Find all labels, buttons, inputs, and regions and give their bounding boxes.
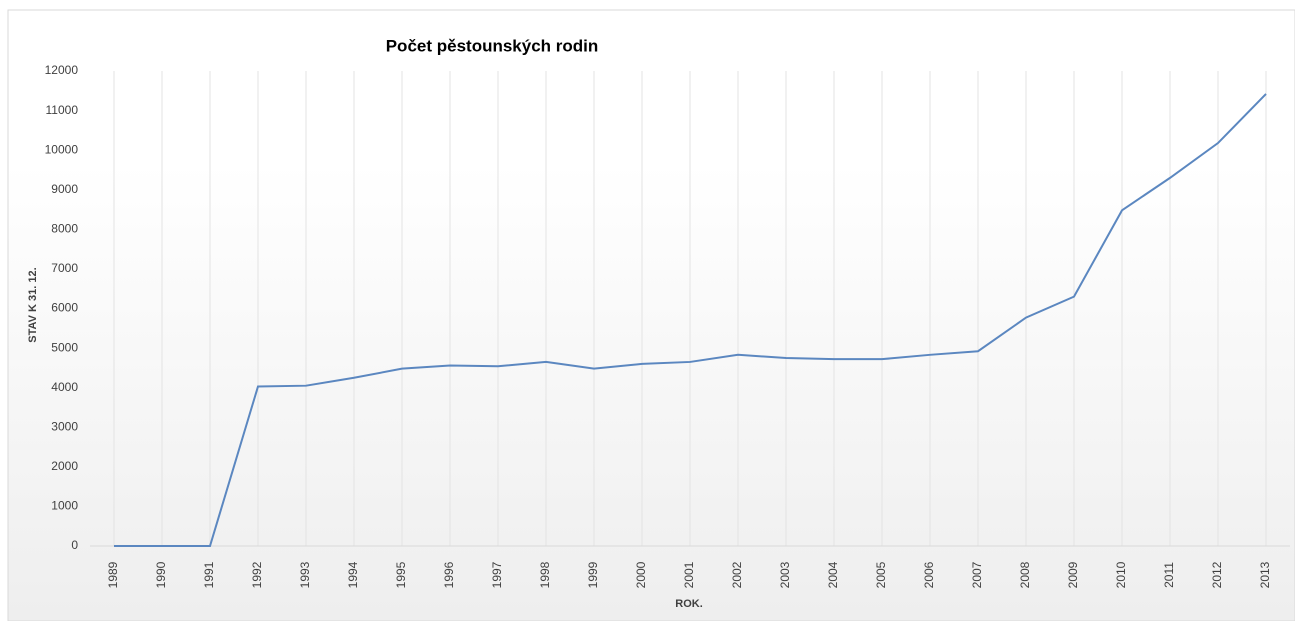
x-tick-label: 1998: [538, 561, 552, 588]
y-tick-label: 2000: [51, 459, 78, 473]
x-tick-label: 2005: [874, 561, 888, 588]
x-tick-label: 1999: [586, 561, 600, 588]
x-tick-label: 1993: [298, 561, 312, 588]
y-axis-label: STAV K 31. 12.: [27, 267, 39, 342]
x-axis-label: ROK.: [675, 598, 703, 610]
y-tick-label: 5000: [51, 340, 78, 354]
y-tick-label: 12000: [45, 63, 79, 77]
x-tick-label: 1997: [490, 561, 504, 588]
y-tick-label: 11000: [46, 103, 79, 117]
x-tick-label: 2004: [826, 561, 840, 588]
chart-frame: [7, 9, 1295, 621]
x-tick-label: 1991: [202, 561, 216, 588]
y-tick-label: 0: [71, 538, 78, 552]
x-tick-label: 2013: [1258, 561, 1272, 588]
x-tick-label: 1995: [394, 561, 408, 588]
x-tick-label: 2003: [778, 561, 792, 588]
x-tick-label: 2002: [730, 561, 744, 588]
y-tick-label: 3000: [51, 419, 78, 433]
y-tick-label: 4000: [51, 380, 78, 394]
x-tick-label: 2010: [1114, 561, 1128, 588]
x-tick-label: 2008: [1018, 561, 1032, 588]
x-tick-label: 1994: [346, 561, 360, 588]
y-tick-label: 7000: [51, 261, 78, 275]
x-tick-label: 2012: [1210, 561, 1224, 588]
y-tick-label: 6000: [51, 301, 78, 315]
data-line: [114, 93, 1267, 547]
x-tick-label: 2009: [1066, 561, 1080, 588]
y-tick-label: 10000: [45, 142, 79, 156]
x-tick-label: 1996: [442, 561, 456, 588]
y-tick-label: 9000: [51, 182, 78, 196]
chart-title: Počet pěstounských rodin: [386, 36, 599, 55]
x-tick-label: 1990: [154, 561, 168, 588]
x-tick-label: 1992: [250, 561, 264, 588]
y-tick-label: 1000: [51, 499, 78, 513]
x-tick-label: 2000: [634, 561, 648, 588]
x-tick-label: 2007: [970, 561, 984, 588]
x-tick-label: 1989: [106, 561, 120, 588]
x-tick-label: 2001: [682, 561, 696, 588]
y-tick-label: 8000: [51, 222, 78, 236]
x-tick-label: 2011: [1162, 562, 1176, 588]
x-tick-label: 2006: [922, 561, 936, 588]
